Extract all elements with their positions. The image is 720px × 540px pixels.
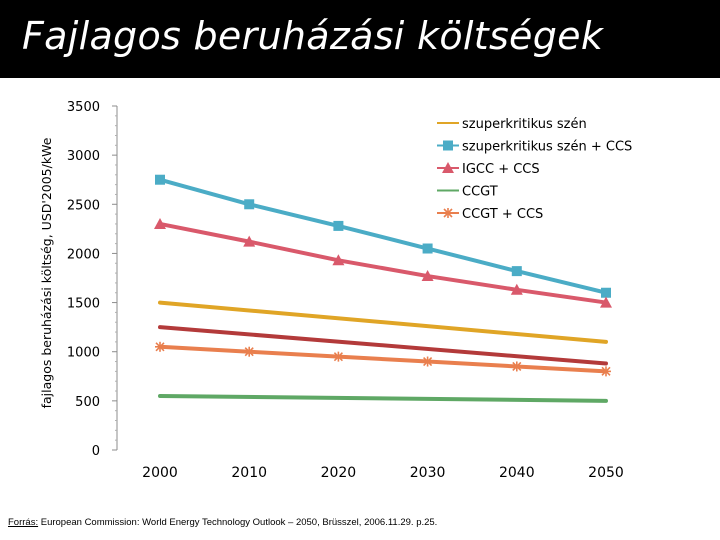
y-tick-label: 0 [92,444,100,459]
legend-label: CCGT + CCS [462,207,543,222]
x-tick-label: 2000 [142,465,178,481]
y-tick-label: 3000 [67,149,100,164]
data-point-4-stroke [244,347,254,357]
data-point-1 [422,243,433,254]
data-point-2 [243,235,256,247]
data-point-2 [332,254,345,266]
data-point-4-stroke [155,342,165,352]
series-line-3 [158,393,608,403]
source-text: European Commission: World Energy Techno… [38,517,438,528]
x-tick-label: 2020 [321,465,357,481]
legend-marker [443,140,453,151]
data-point-1 [244,199,255,210]
data-point-2 [421,270,434,282]
y-tick-label: 1500 [67,297,100,312]
series-line-2 [158,221,608,305]
series-line-4 [158,344,608,374]
legend-marker-stroke [443,208,453,218]
data-point-4 [155,341,165,352]
series-line-0 [158,300,608,344]
data-point-4-stroke [601,366,611,376]
legend-marker [443,208,453,218]
series-line-1 [158,177,608,295]
legend-label: CCGT [462,185,498,200]
source-label: Forrás: [8,517,39,528]
data-point-1 [155,174,165,185]
legend-label: szuperkritikus szén + CCS [462,140,632,155]
legend-label: szuperkritikus szén [462,117,587,132]
legend-label: IGCC + CCS [462,162,540,177]
data-point-4 [244,346,255,357]
y-tick-label: 500 [75,395,100,410]
y-axis-label: fajlagos beruházási költség, USD'2005/kW… [39,137,54,408]
data-point-1 [333,220,344,231]
y-tick-label: 3500 [67,100,100,115]
source-note: Forrás: European Commission: World Energ… [8,517,437,528]
data-point-4 [511,361,522,372]
series-line-5 [158,325,608,366]
y-tick-label: 1000 [67,346,100,361]
x-tick-label: 2040 [499,465,535,481]
y-tick-label: 2500 [67,198,100,213]
data-point-4 [601,366,611,377]
data-point-4-stroke [512,361,522,372]
data-point-2 [600,296,612,308]
x-tick-label: 2010 [231,465,267,481]
x-tick-label: 2050 [588,465,624,481]
data-point-4 [422,356,433,367]
data-point-1 [511,266,522,277]
data-point-4 [333,351,344,362]
data-point-4-stroke [423,356,433,367]
title-bar: Fajlagos beruházási költségek [0,0,720,78]
y-tick-label: 2000 [67,247,100,262]
data-point-4-stroke [333,352,343,362]
page-title: Fajlagos beruházási költségek [22,14,604,58]
x-tick-label: 2030 [410,465,446,481]
data-point-1 [601,287,611,298]
data-point-2 [510,283,523,295]
data-point-2 [154,217,166,229]
legend-marker [442,162,454,173]
